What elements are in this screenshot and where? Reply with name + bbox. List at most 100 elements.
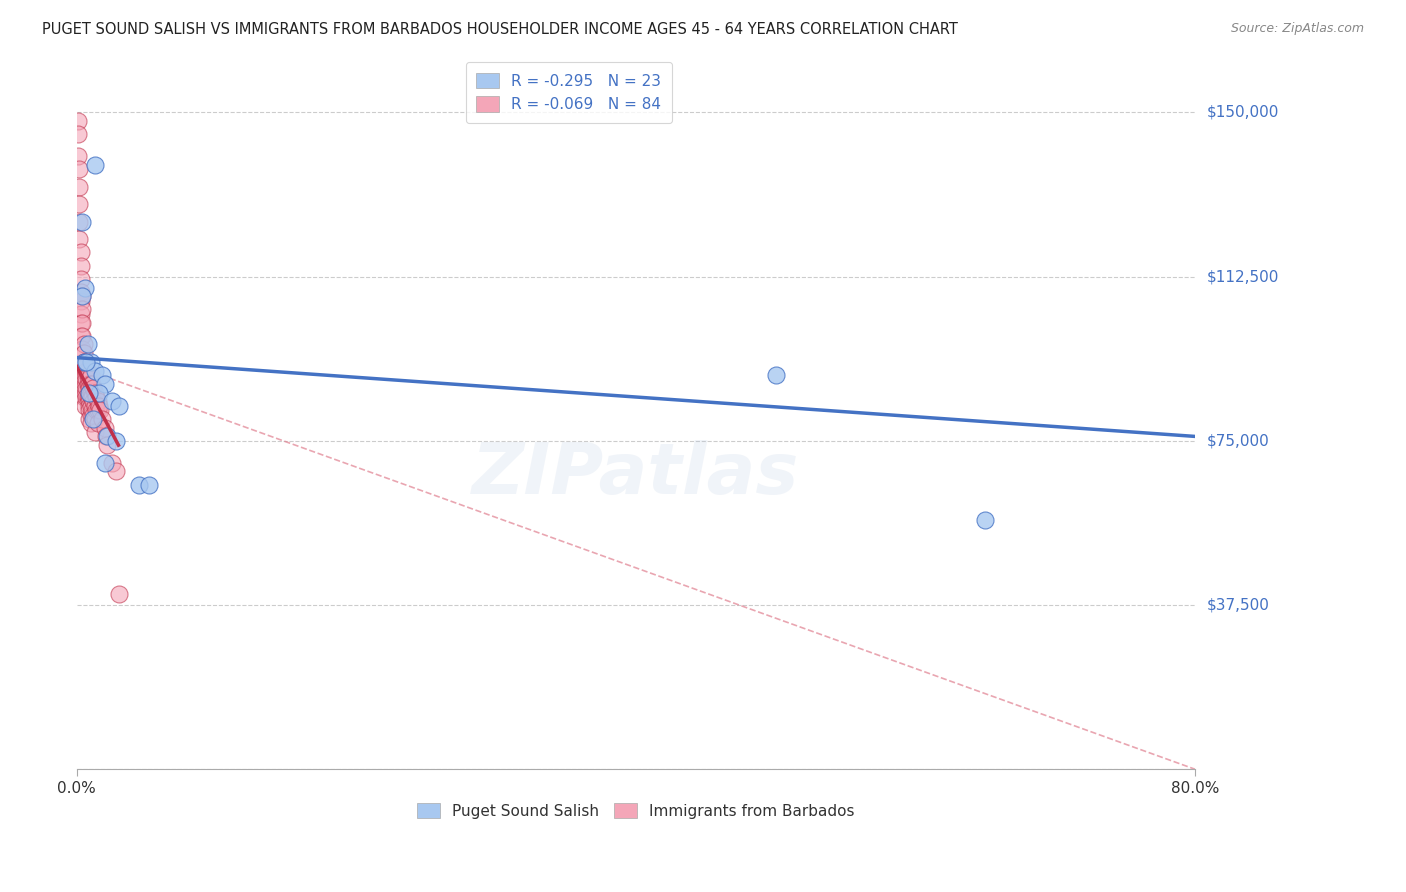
Point [83,412,105,426]
Point [72,355,94,369]
Point [69,316,91,330]
Point [76,337,98,351]
Point [75,381,97,395]
Point [75,359,97,374]
Point [80,390,103,404]
Point [76,390,98,404]
Point [79,376,101,391]
Point [75,372,97,386]
Point [82,408,104,422]
Point [66,149,89,163]
Point [974,513,997,527]
Point [73,376,96,391]
Text: ZIPatlas: ZIPatlas [472,441,800,509]
Point [70,316,93,330]
Point [76,364,98,378]
Legend: Puget Sound Salish, Immigrants from Barbados: Puget Sound Salish, Immigrants from Barb… [411,797,860,825]
Point [104,465,127,479]
Point [72,337,94,351]
Point [73,359,96,374]
Point [69,259,91,273]
Point [75,355,97,369]
Point [89,403,111,417]
Point [87,399,110,413]
Point [83,385,105,400]
Point [73,280,96,294]
Point [82,381,104,395]
Point [66,114,89,128]
Point [72,372,94,386]
Point [77,376,100,391]
Point [93,456,115,470]
Point [76,368,98,383]
Point [67,215,90,229]
Point [82,394,104,409]
Point [100,394,122,409]
Point [69,285,91,299]
Point [73,355,96,369]
Point [128,477,150,491]
Text: $37,500: $37,500 [1206,598,1270,613]
Point [104,434,127,448]
Point [72,346,94,360]
Point [77,412,100,426]
Point [86,394,108,409]
Point [87,385,110,400]
Point [69,307,91,321]
Point [83,158,105,172]
Point [83,399,105,413]
Point [93,376,115,391]
Point [77,399,100,413]
Point [90,412,112,426]
Point [80,376,103,391]
Point [70,289,93,303]
Text: $150,000: $150,000 [1206,105,1279,120]
Point [70,342,93,356]
Point [79,368,101,383]
Text: Source: ZipAtlas.com: Source: ZipAtlas.com [1230,22,1364,36]
Point [77,385,100,400]
Point [77,381,100,395]
Point [138,477,160,491]
Point [765,368,787,383]
Point [93,420,115,434]
Point [76,376,98,391]
Point [86,403,108,417]
Point [72,364,94,378]
Point [84,390,107,404]
Point [96,429,118,443]
Point [70,328,93,343]
Point [73,399,96,413]
Point [80,403,103,417]
Point [67,197,90,211]
Point [72,355,94,369]
Point [67,162,90,177]
Point [72,381,94,395]
Point [69,293,91,308]
Point [70,215,93,229]
Point [96,438,118,452]
Point [70,302,93,317]
Point [73,385,96,400]
Point [69,245,91,260]
Point [77,390,100,404]
Point [107,587,129,601]
Point [77,394,100,409]
Point [70,289,93,303]
Point [83,364,105,378]
Point [82,412,104,426]
Point [75,390,97,404]
Point [86,417,108,431]
Point [77,403,100,417]
Point [107,399,129,413]
Point [77,385,100,400]
Point [77,372,100,386]
Text: PUGET SOUND SALISH VS IMMIGRANTS FROM BARBADOS HOUSEHOLDER INCOME AGES 45 - 64 Y: PUGET SOUND SALISH VS IMMIGRANTS FROM BA… [42,22,957,37]
Point [79,385,101,400]
Point [66,127,89,141]
Point [79,408,101,422]
Point [83,425,105,439]
Point [69,272,91,286]
Point [73,368,96,383]
Point [90,368,112,383]
